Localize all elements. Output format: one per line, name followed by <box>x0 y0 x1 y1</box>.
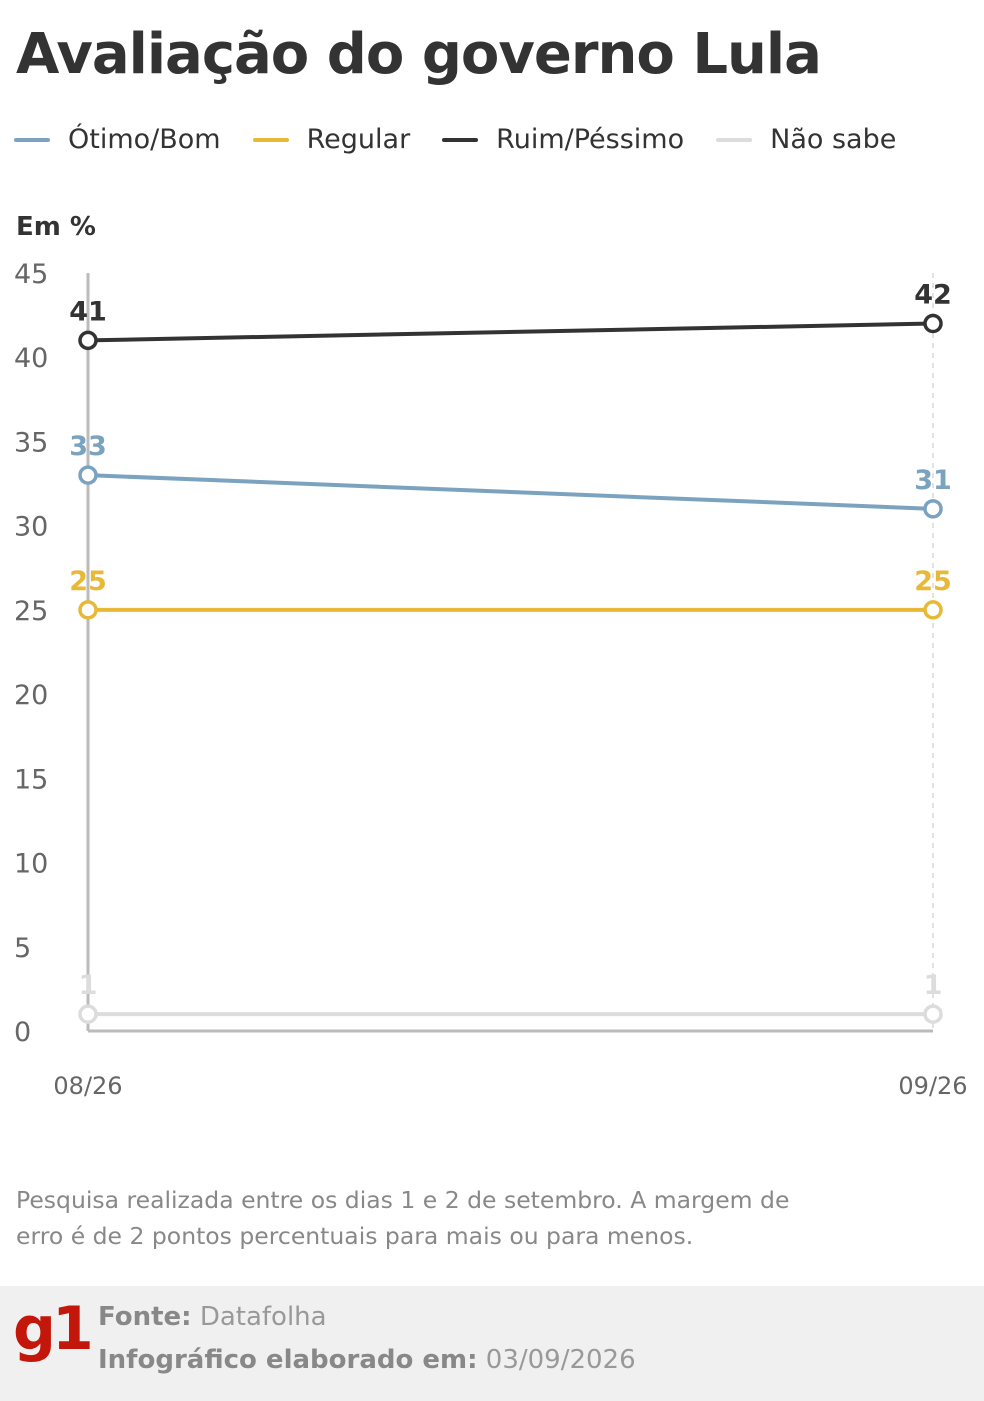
x-tick-label: 08/26 <box>53 1072 122 1100</box>
data-point <box>923 1004 943 1024</box>
legend-label: Ótimo/Bom <box>68 124 221 155</box>
unit-label: Em % <box>16 212 96 242</box>
data-point <box>923 600 943 620</box>
y-tick-label: 15 <box>14 764 48 795</box>
footer: g1 Fonte: Datafolha Infográfico elaborad… <box>0 1286 984 1401</box>
y-tick-label: 25 <box>14 596 48 627</box>
data-point <box>78 1004 98 1024</box>
date-value: 03/09/2026 <box>485 1345 636 1375</box>
source-label: Fonte: <box>98 1302 192 1332</box>
y-tick-label: 35 <box>14 427 48 458</box>
data-point <box>78 465 98 485</box>
date-line: Infográfico elaborado em: 03/09/2026 <box>98 1345 636 1375</box>
data-point <box>923 313 943 334</box>
source-value: Datafolha <box>199 1302 327 1332</box>
legend-swatch <box>14 137 50 142</box>
legend-label: Ruim/Péssimo <box>496 124 685 155</box>
date-label: Infográfico elaborado em: <box>98 1345 478 1375</box>
source-line: Fonte: Datafolha <box>98 1302 327 1332</box>
legend-label: Não sabe <box>770 124 897 155</box>
series-line <box>87 321 934 343</box>
data-label: 1 <box>924 970 943 1001</box>
g1-logo: g1 <box>13 1294 94 1364</box>
data-point <box>78 330 98 351</box>
y-tick-label: 10 <box>14 849 48 880</box>
legend-item-otimo-bom: Ótimo/Bom <box>14 124 221 155</box>
data-label: 31 <box>914 465 952 496</box>
y-tick-label: 20 <box>14 680 48 711</box>
data-label: 1 <box>79 970 98 1001</box>
legend-swatch <box>442 137 479 142</box>
data-point <box>923 499 943 519</box>
legend-item-ruim-pessimo: Ruim/Péssimo <box>442 124 684 155</box>
data-label: 25 <box>914 566 952 597</box>
data-label: 41 <box>69 296 107 327</box>
legend-swatch <box>716 137 753 142</box>
y-tick-label: 30 <box>14 512 48 543</box>
data-label: 25 <box>69 566 107 597</box>
y-tick-label: 45 <box>14 259 48 290</box>
y-tick-label: 0 <box>14 1017 31 1048</box>
legend: Ótimo/Bom Regular Ruim/Péssimo Não sabe <box>14 124 928 155</box>
legend-label: Regular <box>306 124 411 155</box>
legend-item-regular: Regular <box>252 124 411 155</box>
data-point <box>78 600 98 620</box>
series-line <box>87 473 934 511</box>
data-label: 42 <box>914 280 952 311</box>
y-tick-label: 5 <box>14 933 31 964</box>
x-tick-label: 09/26 <box>898 1072 967 1100</box>
footnote: Pesquisa realizada entre os dias 1 e 2 d… <box>16 1186 790 1250</box>
legend-item-nao-sabe: Não sabe <box>716 124 896 155</box>
chart-title: Avaliação do governo Lula <box>16 22 822 87</box>
legend-swatch <box>252 137 289 142</box>
line-chart: 0 5 10 15 20 25 30 35 40 45 08/26 09/26 33 31 25 25 41 42… <box>14 259 968 1100</box>
data-label: 33 <box>69 431 107 462</box>
y-tick-label: 40 <box>14 343 48 374</box>
